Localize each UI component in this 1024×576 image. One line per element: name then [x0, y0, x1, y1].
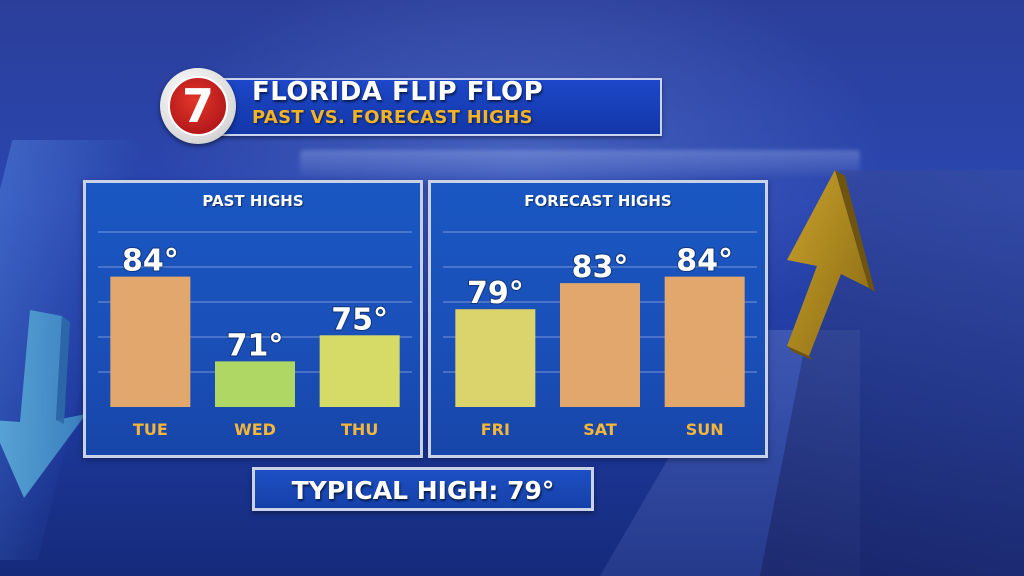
- bar: [455, 309, 536, 407]
- bar-highlight: [215, 361, 295, 407]
- bar-group: 84° TUE: [110, 243, 191, 439]
- bar: [215, 361, 295, 407]
- category-label: WED: [234, 420, 276, 439]
- up-arrow-icon: [787, 170, 875, 360]
- data-label: 71°: [227, 328, 284, 363]
- bar: [110, 276, 191, 407]
- chart-title: FORECAST HIGHS: [524, 192, 672, 210]
- bar-highlight: [455, 309, 536, 407]
- data-label: 84°: [676, 244, 733, 279]
- data-label: 84°: [122, 244, 179, 279]
- past-highs-chart: 84° TUE 71° WED 75° THU: [98, 231, 412, 439]
- bar-highlight: [110, 276, 191, 407]
- data-label: 79°: [467, 276, 524, 311]
- category-label: TUE: [133, 420, 168, 439]
- bar-highlight: [319, 335, 400, 407]
- station-logo-text: 7: [181, 79, 214, 133]
- title-bar: [218, 78, 662, 136]
- bar-group: 71° WED: [215, 327, 295, 439]
- data-label: 75°: [331, 302, 388, 337]
- typical-high-box: TYPICAL HIGH: 79°: [252, 467, 594, 511]
- forecast-highs-panel: FORECAST HIGHS 79° FRI 83° SAT 84° SUN: [428, 180, 768, 458]
- bar-group: 83° SAT: [560, 249, 640, 439]
- page-subtitle: PAST VS. FORECAST HIGHS: [252, 107, 533, 128]
- title-banner: FLORIDA FLIP FLOP PAST VS. FORECAST HIGH…: [160, 68, 670, 154]
- bar-group: 75° THU: [319, 301, 400, 439]
- bar-highlight: [560, 283, 640, 407]
- bar-highlight: [664, 276, 745, 407]
- category-label: SAT: [583, 420, 617, 439]
- background-beach: [760, 170, 1024, 576]
- bar-group: 84° SUN: [664, 243, 745, 439]
- page-title: FLORIDA FLIP FLOP: [252, 77, 544, 107]
- station-logo-badge: 7: [168, 76, 228, 136]
- bar: [319, 335, 400, 407]
- chart-title: PAST HIGHS: [202, 192, 304, 210]
- forecast-highs-chart: 79° FRI 83° SAT 84° SUN: [443, 231, 757, 439]
- category-label: THU: [341, 420, 378, 439]
- category-label: SUN: [686, 420, 724, 439]
- typical-high-label: TYPICAL HIGH: 79°: [291, 476, 555, 505]
- data-label: 83°: [572, 250, 629, 285]
- down-arrow-icon: [0, 310, 86, 498]
- bar: [560, 283, 640, 407]
- bar: [664, 276, 745, 407]
- station-logo: 7: [160, 68, 236, 144]
- past-highs-panel: PAST HIGHS 84° TUE 71° WED 75° THU: [83, 180, 423, 458]
- category-label: FRI: [481, 420, 510, 439]
- bar-group: 79° FRI: [455, 275, 536, 439]
